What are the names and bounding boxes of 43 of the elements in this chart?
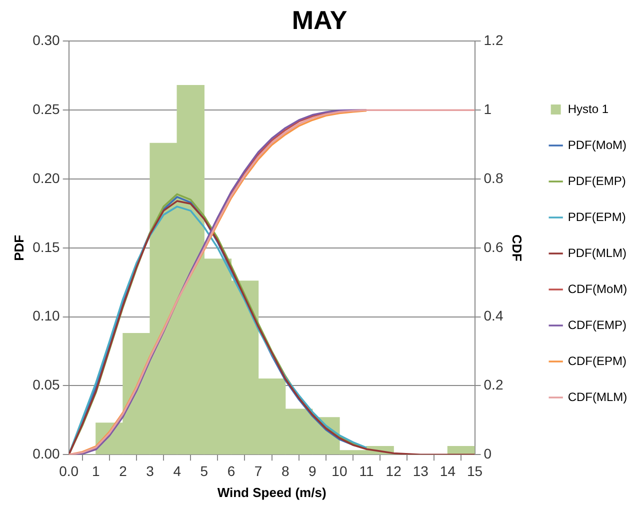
legend-label: PDF(MoM) bbox=[568, 138, 627, 152]
y-tick-label: 0.10 bbox=[32, 308, 60, 324]
y-tick-label: 0.05 bbox=[32, 376, 60, 393]
y-tick-label: 0.30 bbox=[32, 32, 60, 48]
x-tick-label: 7 bbox=[254, 462, 262, 479]
x-tick-label: 9 bbox=[308, 462, 317, 479]
legend-label: CDF(MLM) bbox=[568, 390, 628, 404]
y-tick-label: 0.20 bbox=[32, 170, 60, 186]
legend-label: Hysto 1 bbox=[568, 102, 609, 116]
x-tick-label: 12 bbox=[386, 462, 402, 479]
y2-tick-label: 0.2 bbox=[484, 376, 504, 393]
legend-label: PDF(EMP) bbox=[568, 174, 626, 188]
y-axis-title: PDF bbox=[11, 234, 26, 261]
x-tick-label: 1 bbox=[92, 462, 100, 479]
x-tick-label: 11 bbox=[359, 462, 374, 479]
y2-tick-label: 1 bbox=[484, 100, 492, 117]
legend-label: CDF(EMP) bbox=[568, 318, 627, 332]
x-tick-label: 4 bbox=[173, 462, 182, 479]
x-tick-label: 10 bbox=[332, 462, 348, 479]
x-tick-label: 0.0 bbox=[59, 462, 79, 479]
legend-label: CDF(MoM) bbox=[568, 282, 628, 296]
x-tick-label: 6 bbox=[227, 462, 236, 479]
y2-tick-label: 0.6 bbox=[484, 238, 504, 255]
y-tick-label: 0.00 bbox=[32, 445, 60, 462]
x-tick-label: 3 bbox=[146, 462, 154, 479]
chart-title: MAY bbox=[292, 4, 348, 35]
y-tick-label: 0.25 bbox=[32, 100, 60, 117]
y2-axis-title: CDF bbox=[509, 234, 524, 262]
legend-label: PDF(MLM) bbox=[568, 246, 627, 260]
x-tick-label: 14 bbox=[440, 462, 456, 479]
y2-tick-label: 1.2 bbox=[484, 32, 504, 48]
x-tick-label: 15 bbox=[466, 462, 483, 479]
x-tick-label: 8 bbox=[281, 462, 290, 479]
y2-tick-label: 0.8 bbox=[484, 170, 504, 186]
x-tick-label: 13 bbox=[412, 462, 429, 479]
x-tick-label: 2 bbox=[119, 462, 128, 479]
legend-label: CDF(EPM) bbox=[568, 354, 627, 368]
x-axis-title: Wind Speed (m/s) bbox=[217, 484, 326, 500]
y2-tick-label: 0.4 bbox=[484, 308, 504, 324]
x-tick-label: 5 bbox=[200, 462, 208, 479]
y2-tick-label: 0 bbox=[484, 445, 492, 462]
legend-label: PDF(EPM) bbox=[568, 210, 626, 224]
y-tick-label: 0.15 bbox=[32, 238, 60, 255]
